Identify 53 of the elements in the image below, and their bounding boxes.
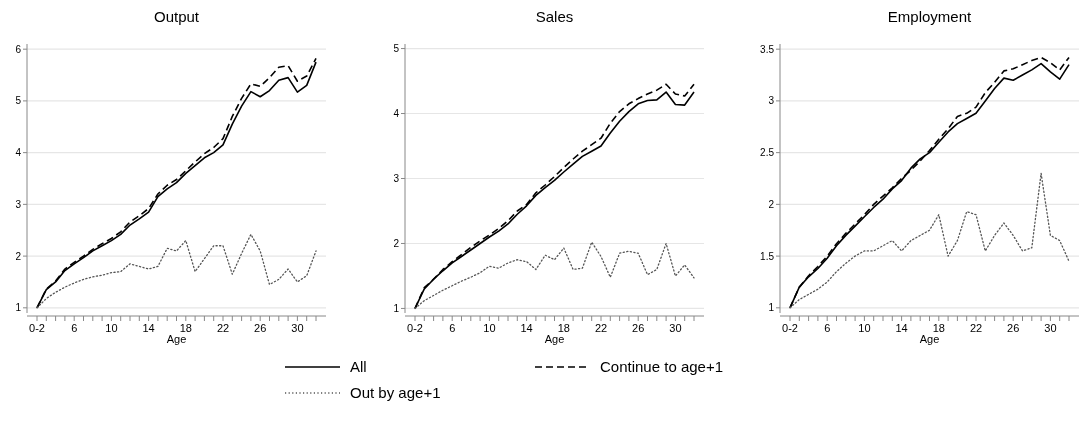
x-tick-label: 0-2 — [29, 322, 45, 334]
y-tick-label: 3.5 — [760, 43, 775, 55]
x-tick-label: 0-2 — [782, 322, 798, 334]
x-tick-label: 22 — [969, 322, 983, 334]
y-tick-label: 2 — [393, 237, 400, 249]
x-tick-label: 6 — [824, 322, 831, 334]
legend-label: Out by age+1 — [350, 384, 441, 402]
y-tick-label: 2 — [768, 198, 775, 210]
y-tick-label: 4 — [15, 147, 22, 159]
x-tick-label: 14 — [520, 322, 533, 334]
x-tick-label: 30 — [1044, 322, 1057, 334]
x-tick-label: 22 — [216, 322, 230, 334]
x-tick-label: 26 — [1007, 322, 1020, 334]
x-tick-label: 6 — [449, 322, 456, 334]
y-tick-label: 1 — [768, 302, 775, 314]
chart-title: Output — [153, 8, 200, 25]
y-tick-label: 1.5 — [760, 250, 775, 262]
y-tick-label: 3 — [768, 95, 775, 107]
x-tick-label: 10 — [105, 322, 118, 334]
y-tick-label: 4 — [393, 108, 400, 120]
x-tick-label: 30 — [291, 322, 304, 334]
y-tick-label: 1 — [393, 302, 400, 314]
x-tick-label: 10 — [483, 322, 496, 334]
x-axis-title: Age — [919, 333, 940, 345]
y-tick-label: 5 — [15, 95, 22, 107]
chart-title: Employment — [887, 8, 973, 25]
x-tick-label: 22 — [594, 322, 608, 334]
y-tick-label: 1 — [15, 302, 22, 314]
x-tick-label: 18 — [179, 322, 192, 334]
x-tick-label: 10 — [858, 322, 871, 334]
y-tick-label: 5 — [393, 43, 400, 55]
x-tick-label: 30 — [669, 322, 682, 334]
y-tick-label: 6 — [15, 43, 22, 55]
x-tick-label: 14 — [142, 322, 155, 334]
line-series — [36, 233, 317, 309]
line-series — [789, 172, 1070, 309]
chart-title: Sales — [535, 8, 574, 25]
y-tick-label: 3 — [393, 173, 400, 184]
x-tick-label: 14 — [895, 322, 908, 334]
x-tick-label: 26 — [632, 322, 645, 334]
x-tick-label: 18 — [557, 322, 570, 334]
x-tick-label: 0-2 — [407, 322, 423, 334]
x-tick-label: 6 — [71, 322, 78, 334]
y-tick-label: 2 — [15, 250, 22, 262]
y-tick-label: 3 — [15, 198, 22, 210]
legend-label: Continue to age+1 — [600, 358, 724, 376]
x-tick-label: 26 — [254, 322, 267, 334]
line-series — [414, 241, 695, 310]
legend-label: All — [350, 358, 367, 376]
x-axis-title: Age — [544, 333, 565, 345]
x-axis-title: Age — [166, 333, 187, 345]
y-tick-label: 2.5 — [760, 147, 775, 159]
x-tick-label: 18 — [932, 322, 945, 334]
